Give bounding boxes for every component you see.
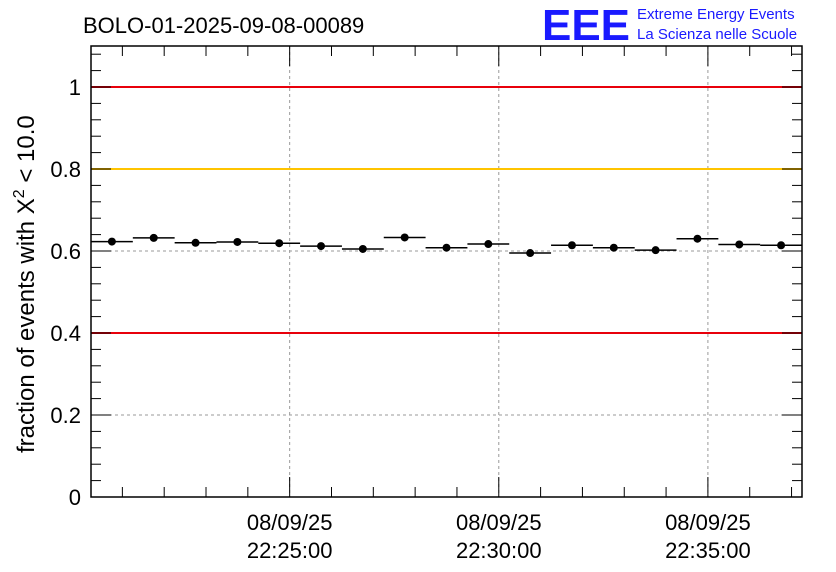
data-points (91, 233, 802, 258)
data-point (693, 234, 702, 243)
data-point (191, 238, 200, 247)
x-tick-label-time: 22:25:00 (247, 538, 333, 563)
axis-labels: 0 0.2 0.4 0.6 0.8 1 08/09/25 22:25:00 08/09/25 22… (50, 75, 750, 563)
data-point (149, 233, 158, 242)
data-point (233, 237, 242, 246)
x-tick-label-time: 22:30:00 (456, 538, 542, 563)
data-point (275, 239, 284, 248)
eee-logo: EEE Extreme Energy Events La Scienza nel… (542, 1, 797, 50)
y-tick-label: 0.8 (50, 157, 81, 182)
logo-line-1: Extreme Energy Events (637, 6, 795, 23)
y-axis-label-suffix: < 10.0 (13, 115, 40, 189)
y-tick-label: 0.4 (50, 321, 81, 346)
x-tick-label-time: 22:35:00 (665, 538, 751, 563)
data-point (107, 237, 116, 246)
data-point (735, 240, 744, 249)
data-point (609, 243, 618, 252)
y-axis-label-main: fraction of events with X (13, 198, 40, 453)
plot-border (90, 45, 803, 498)
x-tick-label-date: 08/09/25 (247, 510, 333, 535)
x-tick-label-date: 08/09/25 (456, 510, 542, 535)
data-point (317, 242, 326, 251)
y-tick-label: 1 (69, 75, 81, 100)
data-point (358, 244, 367, 253)
chart-title: BOLO-01-2025-09-08-00089 (83, 13, 364, 38)
plot-frame (90, 45, 803, 498)
y-tick-label: 0.2 (50, 403, 81, 428)
data-point (526, 249, 535, 258)
data-point (400, 233, 409, 242)
y-axis-label-superscript: 2 (11, 189, 28, 198)
data-point (777, 241, 786, 250)
axis-ticks (91, 46, 802, 498)
y-tick-label: 0 (69, 485, 81, 510)
data-point (484, 240, 493, 249)
grid-lines (91, 46, 802, 497)
data-point (567, 241, 576, 250)
data-point (442, 243, 451, 252)
logo-line-2: La Scienza nelle Scuole (637, 26, 797, 43)
y-axis-label: fraction of events with X2 < 10.0 (11, 115, 40, 453)
x-tick-label-date: 08/09/25 (665, 510, 751, 535)
reference-lines (91, 86, 802, 334)
logo-mark: EEE (542, 1, 630, 50)
data-point (651, 246, 660, 255)
y-tick-label: 0.6 (50, 239, 81, 264)
